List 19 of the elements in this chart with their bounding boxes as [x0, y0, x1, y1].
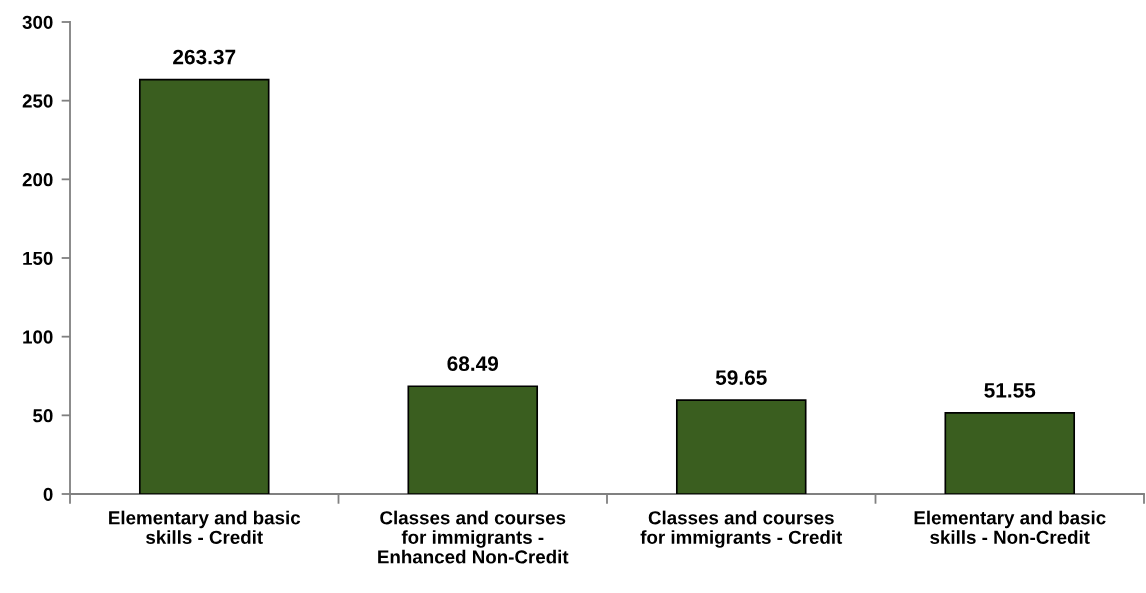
x-tick-label: Classes and courses for immigrants - Enhanced Non-Credit: [378, 510, 569, 564]
y-tick-label: 100: [23, 330, 53, 344]
bar: [407, 385, 539, 494]
data-label: 263.37: [173, 49, 236, 65]
data-label: 59.65: [715, 370, 767, 385]
y-tick-label: 300: [22, 15, 53, 29]
y-tick-label: 200: [22, 173, 53, 187]
x-tick-label: Elementary and basic skills - Non-Credit: [914, 510, 1106, 544]
y-tick-label: 0: [43, 487, 53, 501]
y-tick-label: 150: [23, 251, 53, 265]
bar: [944, 412, 1076, 494]
y-tick-label: 250: [22, 94, 53, 108]
x-tick-label: Elementary and basic skills - Credit: [109, 510, 301, 544]
data-label: 51.55: [984, 383, 1036, 398]
x-tick-label: Classes and courses for immigrants - Credit: [640, 510, 843, 548]
data-label: 68.49: [447, 356, 499, 372]
bar: [675, 399, 807, 494]
y-tick-label: 50: [33, 409, 53, 423]
bar: [138, 78, 270, 494]
